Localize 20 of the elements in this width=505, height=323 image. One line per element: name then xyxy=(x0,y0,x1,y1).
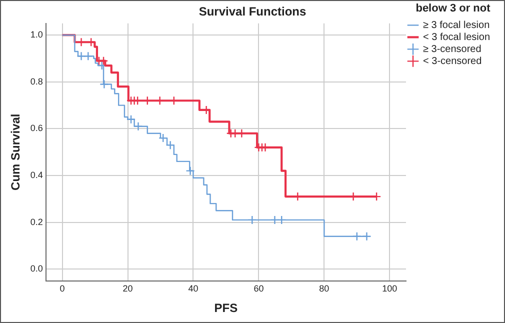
x-axis-title: PFS xyxy=(214,301,238,316)
legend-label: < 3 focal lesion xyxy=(423,32,490,43)
y-tick-label: 1.0 xyxy=(30,30,43,40)
y-tick-label: 0.4 xyxy=(30,170,43,180)
x-tick-label: 20 xyxy=(122,284,133,294)
y-tick-label: 0.6 xyxy=(30,123,43,134)
x-tick-label: 80 xyxy=(319,284,330,294)
x-tick-label: 60 xyxy=(254,284,264,294)
x-tick-label: 0 xyxy=(60,284,65,294)
legend-label: ≥ 3 focal lesion xyxy=(423,20,490,31)
y-tick-label: 0.2 xyxy=(30,216,43,227)
y-tick-label: 0.0 xyxy=(30,264,43,274)
x-tick-label: 40 xyxy=(188,284,198,294)
y-tick-label: 0.8 xyxy=(30,76,43,86)
x-tick-label: 100 xyxy=(382,284,398,294)
legend-title: below 3 or not xyxy=(416,2,491,15)
y-axis-title: Cum Survival xyxy=(8,114,23,190)
legend-label: ≥ 3-censored xyxy=(423,44,482,55)
legend-label: < 3-censored xyxy=(423,56,482,67)
chart-title: Survival Functions xyxy=(198,4,306,19)
